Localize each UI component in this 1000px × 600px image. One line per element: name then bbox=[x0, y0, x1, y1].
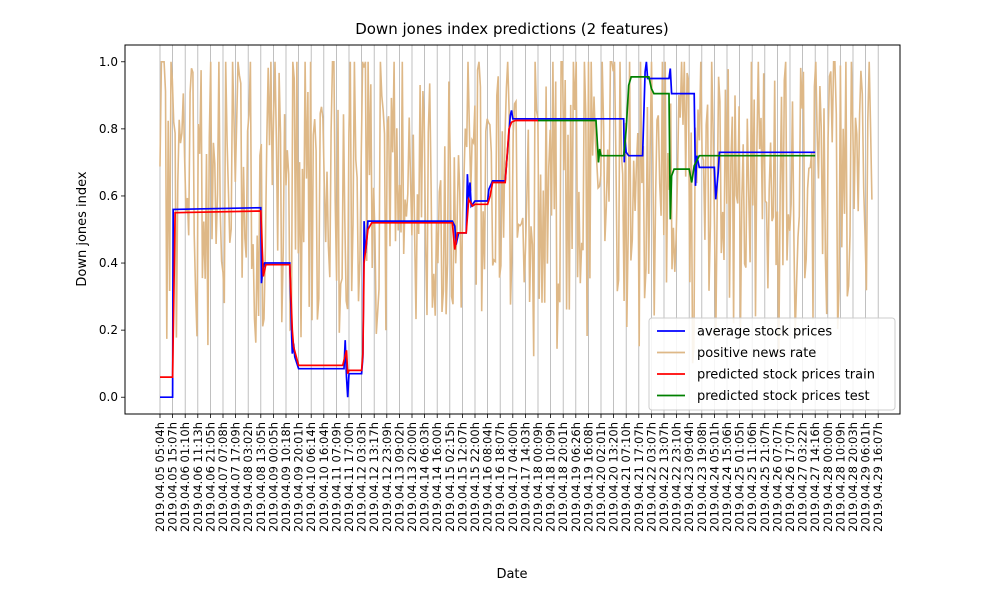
x-tick-label: 2019.04.22 03:07h bbox=[644, 422, 658, 532]
x-tick-label: 2019.04.26 07:07h bbox=[770, 422, 784, 532]
legend-box bbox=[648, 317, 896, 411]
x-tick-label: 2019.04.16 08:04h bbox=[481, 422, 495, 532]
x-tick-label: 2019.04.07 07:08h bbox=[216, 422, 230, 532]
y-tick-label: 0.0 bbox=[99, 390, 118, 404]
series-layer bbox=[159, 60, 873, 399]
x-tick-label: 2019.04.18 00:09h bbox=[531, 422, 545, 532]
x-tick-label: 2019.04.15 12:07h bbox=[455, 422, 469, 532]
y-axis-label: Down jones index bbox=[75, 171, 90, 287]
x-tick-label: 2019.04.17 14:03h bbox=[518, 422, 532, 532]
legend-label: average stock prices bbox=[697, 325, 832, 340]
x-tick-label: 2019.04.25 01:05h bbox=[733, 422, 747, 532]
x-tick-label: 2019.04.19 06:26h bbox=[569, 422, 583, 532]
series-average-stock-prices bbox=[160, 61, 816, 399]
x-tick-label: 2019.04.25 11:06h bbox=[745, 422, 759, 532]
x-tick-label: 2019.04.05 15:07h bbox=[166, 422, 180, 532]
x-tick-label: 2019.04.24 15:06h bbox=[720, 422, 734, 532]
x-tick-label: 2019.04.26 17:07h bbox=[783, 422, 797, 532]
x-tick-label: 2019.04.13 20:00h bbox=[405, 422, 419, 532]
x-tick-label: 2019.04.12 03:03h bbox=[355, 422, 369, 532]
x-tick-label: 2019.04.20 02:01h bbox=[594, 422, 608, 532]
chart-title: Down jones index predictions (2 features… bbox=[355, 20, 669, 38]
x-tick-label: 2019.04.14 06:03h bbox=[418, 422, 432, 532]
y-tick-label: 0.4 bbox=[99, 256, 118, 270]
legend-label: predicted stock prices train bbox=[697, 368, 875, 383]
x-tick-label: 2019.04.06 01:10h bbox=[178, 422, 192, 532]
x-tick-label: 2019.04.10 06:14h bbox=[304, 422, 318, 532]
x-tick-label: 2019.04.20 13:20h bbox=[607, 422, 621, 532]
x-axis-label: Date bbox=[496, 567, 527, 582]
x-tick-label: 2019.04.19 16:08h bbox=[581, 422, 595, 532]
x-tick-label: 2019.04.12 13:17h bbox=[367, 422, 381, 532]
legend: average stock prices positive news rate pr… bbox=[648, 317, 896, 411]
x-tick-label: 2019.04.08 13:05h bbox=[254, 422, 268, 532]
legend-label: predicted stock prices test bbox=[697, 389, 870, 404]
x-tick-label: 2019.04.29 06:01h bbox=[859, 422, 873, 532]
x-tick-label: 2019.04.22 13:07h bbox=[657, 422, 671, 532]
x-tick-label: 2019.04.27 14:16h bbox=[808, 422, 822, 532]
x-tick-label: 2019.04.12 23:09h bbox=[380, 422, 394, 532]
x-tick-label: 2019.04.25 21:07h bbox=[758, 422, 772, 532]
x-tick-label: 2019.04.05 05:04h bbox=[153, 422, 167, 532]
x-tick-label: 2019.04.29 16:07h bbox=[871, 422, 885, 532]
x-tick-label: 2019.04.28 20:03h bbox=[846, 422, 860, 532]
x-tick-label: 2019.04.23 19:08h bbox=[695, 422, 709, 532]
x-tick-label: 2019.04.24 05:01h bbox=[707, 422, 721, 532]
x-tick-label: 2019.04.16 18:07h bbox=[493, 422, 507, 532]
series-positive-news-rate bbox=[159, 60, 873, 364]
x-tick-label: 2019.04.07 17:09h bbox=[229, 422, 243, 532]
x-tick-label: 2019.04.21 17:07h bbox=[632, 422, 646, 532]
x-tick-label: 2019.04.09 00:05h bbox=[266, 422, 280, 532]
x-tick-label: 2019.04.15 02:15h bbox=[443, 422, 457, 532]
y-tick-label: 0.6 bbox=[99, 189, 118, 203]
series-predicted-stock-prices-test bbox=[538, 76, 816, 220]
x-tick-label: 2019.04.27 03:22h bbox=[796, 422, 810, 532]
x-tick-label: 2019.04.06 21:05h bbox=[203, 422, 217, 532]
x-tick-label: 2019.04.23 09:04h bbox=[682, 422, 696, 532]
x-tick-label: 2019.04.17 04:00h bbox=[506, 422, 520, 532]
x-tick-label: 2019.04.13 09:02h bbox=[392, 422, 406, 532]
series-predicted-stock-prices-train bbox=[160, 119, 538, 378]
x-tick-label: 2019.04.11 17:00h bbox=[342, 422, 356, 532]
x-tick-label: 2019.04.18 20:01h bbox=[556, 422, 570, 532]
x-tick-label: 2019.04.28 00:00h bbox=[821, 422, 835, 532]
x-tick-label: 2019.04.11 07:09h bbox=[329, 422, 343, 532]
legend-label: positive news rate bbox=[697, 346, 816, 361]
x-tick-label: 2019.04.28 10:09h bbox=[833, 422, 847, 532]
x-tick-label: 2019.04.21 07:10h bbox=[619, 422, 633, 532]
x-tick-label: 2019.04.08 03:02h bbox=[241, 422, 255, 532]
x-tick-label: 2019.04.18 10:09h bbox=[544, 422, 558, 532]
x-tick-label: 2019.04.09 20:01h bbox=[292, 422, 306, 532]
y-tick-label: 1.0 bbox=[99, 55, 118, 69]
y-tick-label: 0.8 bbox=[99, 122, 118, 136]
x-tick-label: 2019.04.22 23:10h bbox=[670, 422, 684, 532]
x-tick-label: 2019.04.09 10:18h bbox=[279, 422, 293, 532]
x-tick-label: 2019.04.15 22:00h bbox=[468, 422, 482, 532]
x-tick-label: 2019.04.10 16:04h bbox=[317, 422, 331, 532]
x-tick-label: 2019.04.06 11:13h bbox=[191, 422, 205, 532]
x-tick-label: 2019.04.14 16:00h bbox=[430, 422, 444, 532]
y-tick-label: 0.2 bbox=[99, 323, 118, 337]
y-axis: 0.0 0.2 0.4 0.6 0.8 1.0 bbox=[99, 55, 125, 404]
